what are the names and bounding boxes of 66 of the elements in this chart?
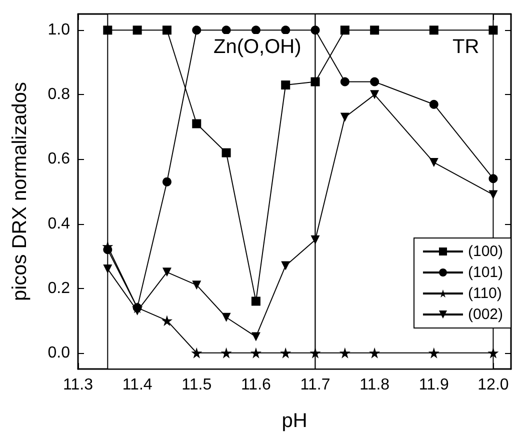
- y-tick-label: 0.4: [48, 215, 70, 232]
- x-tick-label: 11.7: [300, 376, 330, 394]
- point: [162, 268, 172, 277]
- point: [370, 77, 380, 86]
- point: [281, 80, 290, 90]
- legend-label: (002): [468, 306, 504, 323]
- point: [340, 112, 350, 122]
- point: [488, 347, 499, 358]
- point: [250, 347, 262, 358]
- y-tick-label: 0.6: [48, 150, 70, 168]
- point: [488, 174, 498, 184]
- point: [281, 261, 290, 270]
- point: [370, 26, 380, 35]
- y-tick-label: 0.0: [48, 344, 70, 362]
- point: [132, 306, 142, 316]
- point: [340, 77, 350, 86]
- y-tick-label: 0.8: [48, 86, 70, 104]
- band-label: TR: [452, 36, 480, 58]
- point: [429, 100, 438, 109]
- x-axis-title: pH: [282, 410, 308, 432]
- point: [310, 26, 320, 35]
- point: [192, 26, 202, 35]
- point: [161, 315, 172, 326]
- point: [251, 332, 260, 342]
- point: [281, 26, 290, 35]
- point: [162, 177, 172, 186]
- point: [192, 280, 202, 290]
- point: [310, 77, 320, 86]
- point: [369, 347, 380, 358]
- point: [339, 347, 350, 358]
- point: [310, 235, 320, 244]
- y-axis-title: picos DRX normalizados: [9, 82, 31, 301]
- point: [488, 26, 498, 35]
- point: [191, 347, 202, 358]
- point: [429, 26, 438, 35]
- point: [103, 26, 112, 35]
- point: [251, 26, 260, 35]
- point: [340, 26, 350, 35]
- point: [222, 312, 231, 322]
- y-tick-label: 0.2: [48, 280, 70, 297]
- point: [370, 90, 380, 100]
- point: [222, 148, 231, 158]
- point: [310, 347, 321, 358]
- point: [162, 26, 172, 35]
- point: [132, 26, 142, 35]
- point: [103, 264, 112, 274]
- point: [220, 347, 232, 358]
- point: [428, 347, 440, 358]
- point: [280, 347, 292, 358]
- x-tick-label: 11.5: [182, 376, 212, 394]
- band-label: Zn(O,OH): [213, 36, 302, 58]
- point: [251, 296, 260, 306]
- legend-label: (101): [468, 264, 504, 281]
- y-tick-label: 1.0: [48, 22, 70, 39]
- legend-label: (110): [468, 285, 502, 302]
- x-tick-label: 11.9: [418, 376, 449, 394]
- point: [429, 158, 438, 167]
- x-tick-label: 12.0: [478, 376, 509, 394]
- x-tick-label: 11.4: [122, 376, 152, 394]
- x-tick-label: 11.3: [63, 376, 94, 394]
- point: [488, 190, 498, 200]
- point: [222, 26, 231, 35]
- x-tick-label: 11.6: [240, 376, 272, 394]
- point: [192, 119, 202, 128]
- legend-label: (100): [468, 243, 504, 260]
- x-tick-label: 11.8: [360, 376, 390, 394]
